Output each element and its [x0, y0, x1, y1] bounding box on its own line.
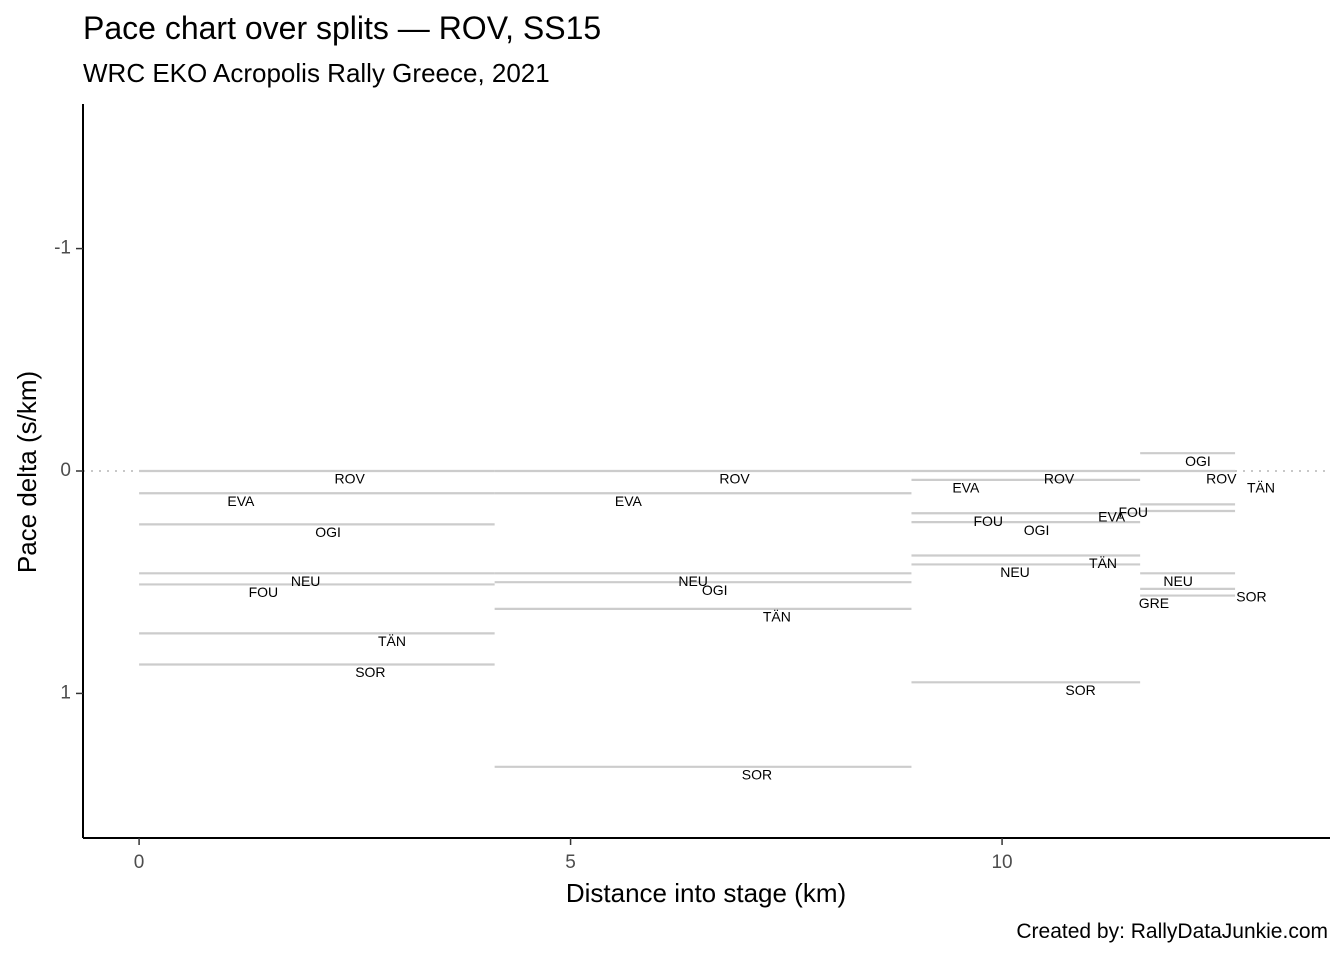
driver-label: SOR [1236, 588, 1266, 604]
driver-label: OGI [315, 524, 341, 540]
axis-layer: 0 5 10 -1 0 1 [54, 104, 1330, 873]
chart-caption: Created by: RallyDataJunkie.com [1016, 920, 1328, 943]
driver-label: GRE [1139, 595, 1169, 611]
x-axis-title: Distance into stage (km) [566, 878, 846, 908]
driver-label: ROV [334, 471, 365, 487]
driver-label: EVA [1098, 508, 1126, 524]
driver-label: NEU [678, 573, 708, 589]
segment-layer [139, 452, 1236, 768]
driver-label: OGI [1185, 453, 1211, 469]
driver-label: ROV [1206, 471, 1237, 487]
driver-label: NEU [1163, 573, 1193, 589]
driver-label: TÄN [763, 609, 791, 625]
driver-label: TÄN [1089, 555, 1117, 571]
y-tick-label: 0 [60, 460, 71, 481]
driver-label: TÄN [378, 633, 406, 649]
segment-label-layer: ROVEVAOGINEUFOUTÄNSORROVEVANEUOGITÄNSORE… [227, 453, 1275, 783]
driver-label: EVA [615, 493, 643, 509]
y-tick-label: 1 [60, 682, 71, 703]
chart-title: Pace chart over splits — ROV, SS15 [83, 10, 602, 46]
chart-subtitle: WRC EKO Acropolis Rally Greece, 2021 [83, 58, 550, 88]
x-tick-label: 10 [991, 852, 1012, 873]
driver-label: ROV [1044, 471, 1075, 487]
x-tick-label: 5 [565, 852, 576, 873]
driver-label: SOR [742, 766, 772, 782]
driver-label: TÄN [1247, 479, 1275, 495]
x-tick-label: 0 [134, 852, 145, 873]
driver-label: NEU [291, 573, 321, 589]
driver-label: EVA [952, 479, 980, 495]
driver-label: ROV [719, 471, 750, 487]
driver-label: OGI [702, 582, 728, 598]
y-axis-title: Pace delta (s/km) [12, 371, 42, 573]
driver-label: SOR [1065, 682, 1095, 698]
driver-label: FOU [249, 584, 279, 600]
driver-label: NEU [1000, 564, 1030, 580]
y-tick-label: -1 [54, 238, 71, 259]
driver-label: OGI [1024, 522, 1050, 538]
driver-label: SOR [355, 664, 385, 680]
driver-label: FOU [1118, 504, 1148, 520]
driver-label: EVA [227, 493, 255, 509]
driver-label: FOU [973, 513, 1003, 529]
